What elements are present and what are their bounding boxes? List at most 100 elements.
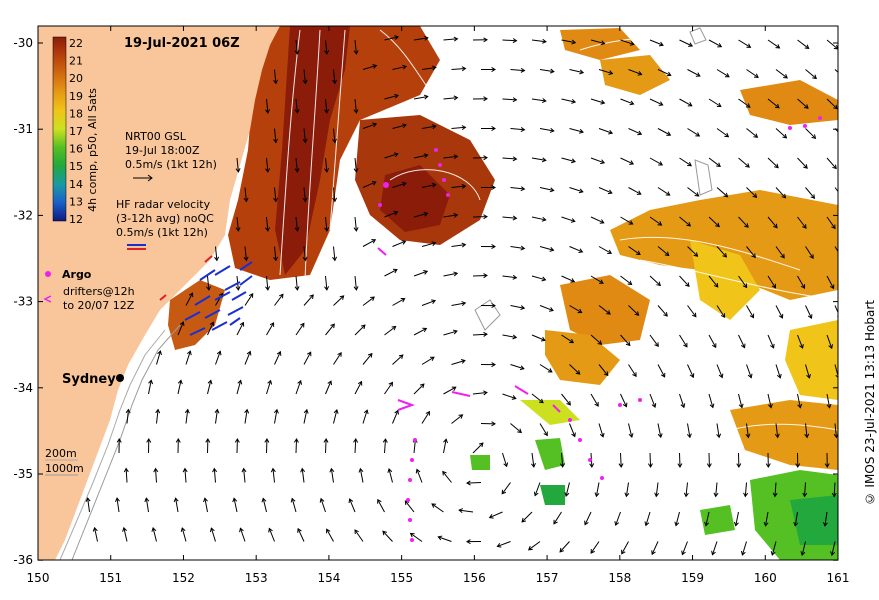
current-vector-arrow xyxy=(353,157,359,173)
current-vector-arrow xyxy=(212,467,218,483)
current-vector-arrow xyxy=(480,421,496,427)
current-vector-arrow xyxy=(409,532,423,542)
current-vector-arrow xyxy=(333,408,339,424)
current-vector-arrow xyxy=(826,157,837,170)
current-vector-arrow xyxy=(793,511,799,527)
current-vector-arrow xyxy=(324,216,330,232)
current-vector-arrow xyxy=(657,69,672,77)
current-vector-arrow xyxy=(384,93,399,100)
current-vector-arrow xyxy=(300,467,306,483)
depth-label-200m: 200m xyxy=(45,447,77,460)
current-vector-arrow xyxy=(775,128,788,139)
current-vector-arrow xyxy=(826,216,836,230)
current-vector-arrow xyxy=(767,157,779,169)
current-vector-arrow xyxy=(235,157,241,173)
current-vector-arrow xyxy=(332,128,338,144)
current-vector-arrow xyxy=(353,98,359,114)
current-vector-arrow xyxy=(358,467,364,483)
current-vector-arrow xyxy=(384,268,398,277)
legend-argo: Argo xyxy=(62,268,92,281)
current-vector-arrow xyxy=(708,98,722,108)
legend-gsl-title: NRT00 GSL xyxy=(125,130,187,143)
current-vector-arrow xyxy=(649,334,659,348)
current-vector-arrow xyxy=(521,511,533,523)
current-vector-arrow xyxy=(451,301,467,306)
current-vector-arrow xyxy=(530,452,536,468)
argo-icon xyxy=(45,271,51,277)
current-vector-arrow xyxy=(297,527,305,542)
colorbar-tick-label: 13 xyxy=(69,195,83,208)
current-vector-arrow xyxy=(122,526,128,542)
current-vector-arrow xyxy=(362,239,377,247)
current-vector-arrow xyxy=(687,246,699,257)
current-vector-arrow xyxy=(620,157,635,165)
current-vector-arrow xyxy=(598,423,605,438)
current-vector-arrow xyxy=(451,414,464,424)
current-vector-arrow xyxy=(362,180,377,188)
current-vector-arrow xyxy=(767,393,773,409)
current-vector-arrow xyxy=(539,187,555,193)
current-vector-arrow xyxy=(590,275,604,284)
current-vector-arrow xyxy=(319,497,326,513)
current-vector-arrow xyxy=(415,468,423,483)
current-vector-arrow xyxy=(185,292,194,306)
current-vector-arrow xyxy=(804,423,810,439)
y-tick-label: -32 xyxy=(13,208,33,222)
current-vector-arrow xyxy=(214,246,220,262)
current-vector-arrow xyxy=(711,541,718,556)
current-vector-arrow xyxy=(708,157,721,168)
legend-hf-title: HF radar velocity xyxy=(116,198,211,211)
current-vector-arrow xyxy=(738,39,752,48)
current-vector-arrow xyxy=(686,423,692,439)
current-vector-arrow xyxy=(241,467,247,483)
current-vector-arrow xyxy=(569,69,585,75)
current-vector-arrow xyxy=(421,182,437,188)
current-vector-arrow xyxy=(527,541,541,551)
current-vector-arrow xyxy=(294,216,300,232)
current-vector-arrow xyxy=(830,541,836,557)
current-vector-arrow xyxy=(716,128,730,138)
current-vector-arrow xyxy=(266,322,275,336)
current-vector-arrow xyxy=(559,541,570,553)
current-vector-arrow xyxy=(805,364,811,379)
current-vector-arrow xyxy=(797,98,809,109)
current-vector-arrow xyxy=(559,452,565,468)
depth-label-1000m: 1000m xyxy=(45,462,84,475)
current-vector-arrow xyxy=(214,408,220,424)
current-vector-arrow xyxy=(561,157,576,164)
x-tick-label: 155 xyxy=(390,571,413,585)
current-vector-arrow xyxy=(413,327,428,336)
current-vector-arrow xyxy=(561,98,577,104)
current-vector-arrow xyxy=(620,393,628,408)
current-vector-arrow xyxy=(620,98,635,106)
x-tick-label: 153 xyxy=(245,571,268,585)
current-vector-arrow xyxy=(215,350,222,365)
current-vector-arrow xyxy=(480,67,496,73)
current-vector-arrow xyxy=(274,350,282,365)
current-vector-arrow xyxy=(657,187,671,196)
legend-gsl-time: 19-Jul 18:00Z xyxy=(125,144,200,157)
depth-contour-1000m xyxy=(71,324,181,560)
current-vector-arrow xyxy=(325,380,333,395)
current-vector-arrow xyxy=(746,305,755,319)
current-vector-arrow xyxy=(746,246,756,259)
current-vector-arrow xyxy=(708,334,717,349)
current-vector-arrow xyxy=(377,498,385,513)
current-vector-arrow xyxy=(569,128,584,134)
current-vector-arrow xyxy=(472,214,488,220)
current-vector-arrow xyxy=(207,321,215,336)
current-vector-arrow xyxy=(590,541,600,554)
current-vector-arrow xyxy=(746,187,758,198)
current-vector-arrow xyxy=(598,69,614,76)
current-vector-arrow xyxy=(531,334,546,342)
current-vector-arrow xyxy=(156,350,162,365)
current-vector-arrow xyxy=(647,452,653,468)
colorbar-tick-label: 20 xyxy=(69,72,83,85)
current-vector-arrow xyxy=(746,364,753,379)
current-vector-arrow xyxy=(302,187,308,203)
current-vector-arrow xyxy=(797,275,806,289)
current-vector-arrow xyxy=(114,497,120,513)
sydney-marker xyxy=(116,374,124,382)
current-vector-arrow xyxy=(687,128,701,137)
current-vector-arrow xyxy=(384,152,399,159)
